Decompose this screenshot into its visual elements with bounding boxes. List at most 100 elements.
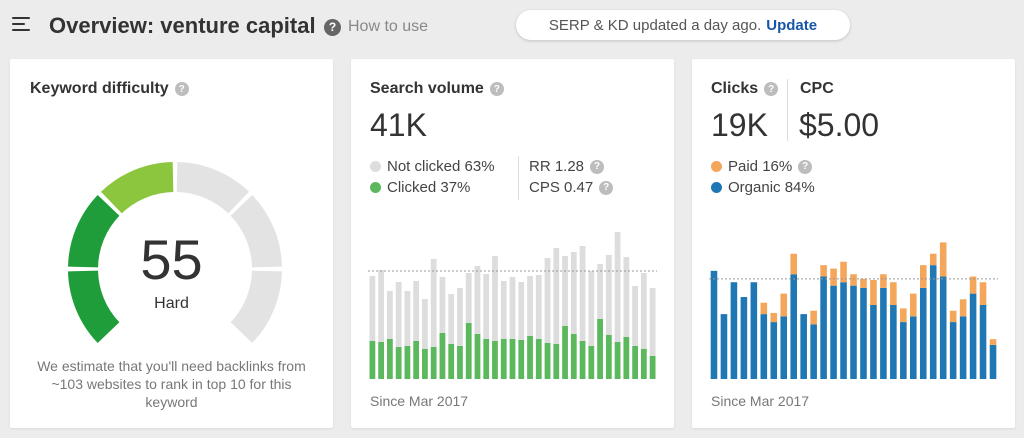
chart-bar-not-clicked[interactable] xyxy=(632,286,638,346)
chart-bar-paid[interactable] xyxy=(770,312,778,323)
chart-bar-clicked[interactable] xyxy=(640,349,647,379)
chart-bar-organic[interactable] xyxy=(900,322,907,379)
how-to-use-link[interactable]: ? How to use xyxy=(324,18,428,36)
chart-bar-organic[interactable] xyxy=(969,293,977,379)
chart-bar-organic[interactable] xyxy=(929,265,937,379)
chart-bar-clicked[interactable] xyxy=(457,346,463,379)
chart-bar-organic[interactable] xyxy=(820,276,827,379)
chart-bar-not-clicked[interactable] xyxy=(500,281,507,339)
chart-bar-clicked[interactable] xyxy=(632,346,638,379)
chart-bar-not-clicked[interactable] xyxy=(378,270,385,342)
chart-bar-paid[interactable] xyxy=(780,293,788,317)
chart-bar-not-clicked[interactable] xyxy=(527,276,533,336)
chart-bar-not-clicked[interactable] xyxy=(597,264,603,319)
chart-bar-clicked[interactable] xyxy=(492,341,498,379)
cps-help-icon[interactable]: ? xyxy=(599,180,614,195)
chart-bar-clicked[interactable] xyxy=(527,336,533,379)
chart-bar-clicked[interactable] xyxy=(605,335,612,379)
chart-bar-clicked[interactable] xyxy=(562,326,568,379)
chart-bar-paid[interactable] xyxy=(840,261,847,283)
chart-bar-clicked[interactable] xyxy=(474,334,481,379)
sv-help-icon[interactable]: ? xyxy=(489,82,504,96)
chart-bar-organic[interactable] xyxy=(800,314,807,379)
chart-bar-clicked[interactable] xyxy=(448,344,455,379)
chart-bar-not-clicked[interactable] xyxy=(457,288,463,346)
chart-bar-not-clicked[interactable] xyxy=(430,259,437,347)
chart-bar-not-clicked[interactable] xyxy=(518,282,525,340)
chart-bar-clicked[interactable] xyxy=(597,319,603,379)
chart-bar-clicked[interactable] xyxy=(413,341,420,379)
chart-bar-clicked[interactable] xyxy=(579,341,586,379)
chart-bar-clicked[interactable] xyxy=(614,342,621,379)
rr-help-icon[interactable]: ? xyxy=(590,159,605,174)
chart-bar-not-clicked[interactable] xyxy=(649,288,656,356)
chart-bar-clicked[interactable] xyxy=(430,347,437,379)
chart-bar-paid[interactable] xyxy=(790,253,797,275)
chart-bar-organic[interactable] xyxy=(959,316,967,379)
chart-bar-paid[interactable] xyxy=(919,265,927,288)
chart-bar-paid[interactable] xyxy=(939,242,947,277)
chart-bar-clicked[interactable] xyxy=(649,356,656,379)
chart-bar-organic[interactable] xyxy=(750,282,758,379)
chart-bar-organic[interactable] xyxy=(770,322,778,379)
chart-bar-clicked[interactable] xyxy=(387,339,393,379)
chart-bar-organic[interactable] xyxy=(760,314,768,379)
chart-bar-organic[interactable] xyxy=(979,305,987,379)
chart-bar-not-clicked[interactable] xyxy=(404,291,411,346)
chart-bar-not-clicked[interactable] xyxy=(570,252,577,334)
chart-bar-not-clicked[interactable] xyxy=(387,291,393,339)
chart-bar-organic[interactable] xyxy=(919,287,927,379)
chart-bar-paid[interactable] xyxy=(880,274,887,288)
chart-bar-paid[interactable] xyxy=(850,274,857,286)
chart-bar-clicked[interactable] xyxy=(369,341,376,379)
chart-bar-not-clicked[interactable] xyxy=(369,276,376,341)
chart-bar-organic[interactable] xyxy=(860,287,867,379)
chart-bar-not-clicked[interactable] xyxy=(614,232,621,342)
chart-bar-clicked[interactable] xyxy=(465,323,472,379)
chart-bar-paid[interactable] xyxy=(949,310,957,323)
chart-bar-clicked[interactable] xyxy=(623,337,630,379)
paid-help-icon[interactable]: ? xyxy=(798,159,813,174)
chart-bar-organic[interactable] xyxy=(790,274,797,379)
chart-bar-paid[interactable] xyxy=(989,339,997,345)
chart-bar-organic[interactable] xyxy=(710,270,718,379)
chart-bar-paid[interactable] xyxy=(810,310,817,325)
chart-bar-clicked[interactable] xyxy=(404,346,411,379)
chart-bar-paid[interactable] xyxy=(969,276,977,294)
chart-bar-not-clicked[interactable] xyxy=(562,256,568,326)
chart-bar-clicked[interactable] xyxy=(422,349,428,379)
chart-bar-organic[interactable] xyxy=(890,305,897,379)
chart-bar-organic[interactable] xyxy=(720,314,728,379)
chart-bar-paid[interactable] xyxy=(910,293,917,317)
update-button[interactable]: Update xyxy=(766,16,818,34)
chart-bar-clicked[interactable] xyxy=(518,340,525,379)
chart-bar-not-clicked[interactable] xyxy=(605,255,612,335)
chart-bar-organic[interactable] xyxy=(840,282,847,379)
chart-bar-not-clicked[interactable] xyxy=(579,246,586,341)
chart-bar-organic[interactable] xyxy=(939,276,947,379)
chart-bar-clicked[interactable] xyxy=(570,334,577,379)
chart-bar-organic[interactable] xyxy=(949,322,957,379)
chart-bar-clicked[interactable] xyxy=(483,339,490,379)
chart-bar-not-clicked[interactable] xyxy=(465,273,472,323)
chart-bar-not-clicked[interactable] xyxy=(413,281,420,341)
chart-bar-paid[interactable] xyxy=(900,308,907,323)
chart-bar-not-clicked[interactable] xyxy=(448,294,455,344)
chart-bar-clicked[interactable] xyxy=(535,339,542,379)
chart-bar-clicked[interactable] xyxy=(509,339,516,379)
chart-bar-organic[interactable] xyxy=(730,282,738,379)
chart-bar-clicked[interactable] xyxy=(588,346,595,379)
chart-bar-organic[interactable] xyxy=(740,297,748,379)
chart-bar-paid[interactable] xyxy=(860,278,867,288)
chart-bar-paid[interactable] xyxy=(929,253,937,266)
chart-bar-clicked[interactable] xyxy=(544,343,551,379)
chart-bar-organic[interactable] xyxy=(810,324,817,379)
chart-bar-paid[interactable] xyxy=(979,282,987,305)
chart-bar-not-clicked[interactable] xyxy=(623,257,630,337)
chart-bar-clicked[interactable] xyxy=(395,347,402,379)
chart-bar-paid[interactable] xyxy=(959,299,967,317)
kd-help-icon[interactable]: ? xyxy=(174,82,189,96)
chart-bar-paid[interactable] xyxy=(760,302,768,315)
chart-bar-not-clicked[interactable] xyxy=(395,282,402,347)
chart-bar-clicked[interactable] xyxy=(500,339,507,379)
